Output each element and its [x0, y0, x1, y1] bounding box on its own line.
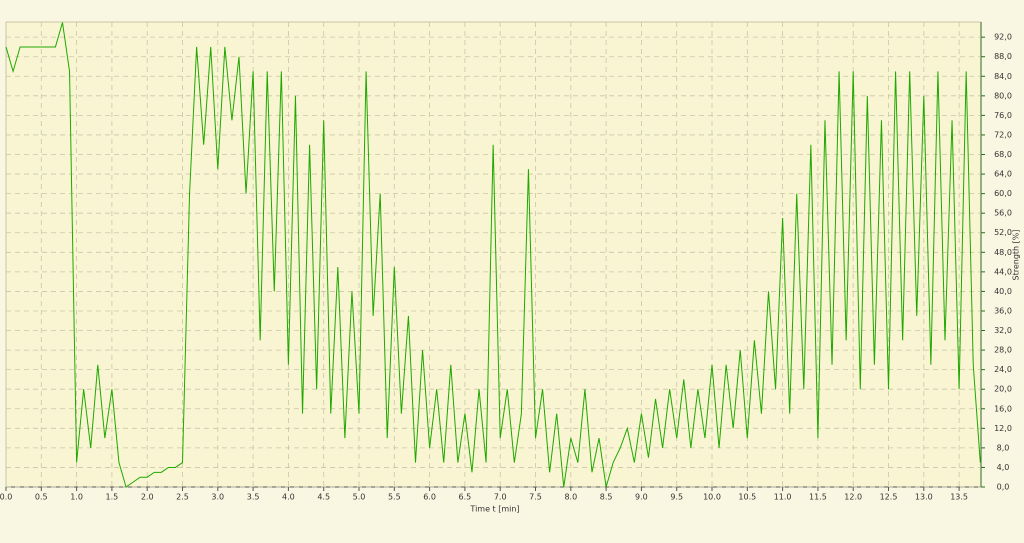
y-tick-label: 32,0: [994, 326, 1012, 335]
x-tick-label: 0.5: [35, 493, 48, 502]
y-tick-label: 68,0: [994, 150, 1012, 159]
y-tick-label: 92,0: [994, 33, 1012, 42]
y-tick-label: 24,0: [994, 365, 1012, 374]
x-tick-label: 6.0: [423, 493, 436, 502]
x-tick-label: 9.0: [635, 493, 648, 502]
y-tick-label: 20,0: [994, 385, 1012, 394]
y-tick-label: 84,0: [994, 72, 1012, 81]
y-tick-label: 0,0: [997, 483, 1010, 492]
y-axis-label: Strength [%]: [1012, 230, 1021, 281]
y-tick-label: 8,0: [997, 443, 1010, 452]
y-tick-label: 48,0: [994, 248, 1012, 257]
x-tick-label: 3.5: [247, 493, 260, 502]
y-tick-label: 64,0: [994, 170, 1012, 179]
x-tick-label: 7.0: [494, 493, 507, 502]
x-tick-label: 5.5: [388, 493, 401, 502]
x-tick-label: 10.0: [703, 493, 721, 502]
x-tick-label: 3.0: [211, 493, 224, 502]
x-tick-label: 12.5: [880, 493, 898, 502]
y-tick-label: 36,0: [994, 306, 1012, 315]
x-tick-label: 0.0: [0, 493, 12, 502]
x-axis-label: Time t [min]: [469, 505, 519, 514]
x-tick-label: 1.5: [106, 493, 119, 502]
x-tick-label: 13.0: [915, 493, 933, 502]
x-tick-label: 4.0: [282, 493, 295, 502]
y-tick-label: 88,0: [994, 52, 1012, 61]
x-tick-label: 8.5: [600, 493, 613, 502]
x-tick-label: 9.5: [670, 493, 683, 502]
x-tick-label: 5.0: [353, 493, 366, 502]
x-tick-label: 8.0: [564, 493, 577, 502]
x-tick-label: 4.5: [317, 493, 330, 502]
x-tick-label: 6.5: [459, 493, 472, 502]
y-tick-label: 40,0: [994, 287, 1012, 296]
x-tick-label: 10.5: [738, 493, 756, 502]
y-tick-label: 76,0: [994, 111, 1012, 120]
x-tick-label: 1.0: [70, 493, 83, 502]
y-tick-label: 4,0: [997, 463, 1010, 472]
x-tick-label: 12.0: [844, 493, 862, 502]
y-tick-label: 72,0: [994, 130, 1012, 139]
data-line: [5, 22, 981, 488]
y-tick-label: 52,0: [994, 228, 1012, 237]
x-tick-label: 2.5: [176, 493, 189, 502]
y-tick-label: 56,0: [994, 209, 1012, 218]
y-tick-label: 16,0: [994, 404, 1012, 413]
y-tick-label: 60,0: [994, 189, 1012, 198]
y-tick-label: 12,0: [994, 424, 1012, 433]
x-tick-label: 11.5: [809, 493, 827, 502]
y-tick-label: 44,0: [994, 267, 1012, 276]
x-tick-label: 11.0: [774, 493, 792, 502]
x-tick-label: 7.5: [529, 493, 542, 502]
y-tick-label: 80,0: [994, 91, 1012, 100]
y-tick-label: 28,0: [994, 346, 1012, 355]
x-tick-label: 2.0: [141, 493, 154, 502]
x-tick-label: 13.5: [950, 493, 968, 502]
